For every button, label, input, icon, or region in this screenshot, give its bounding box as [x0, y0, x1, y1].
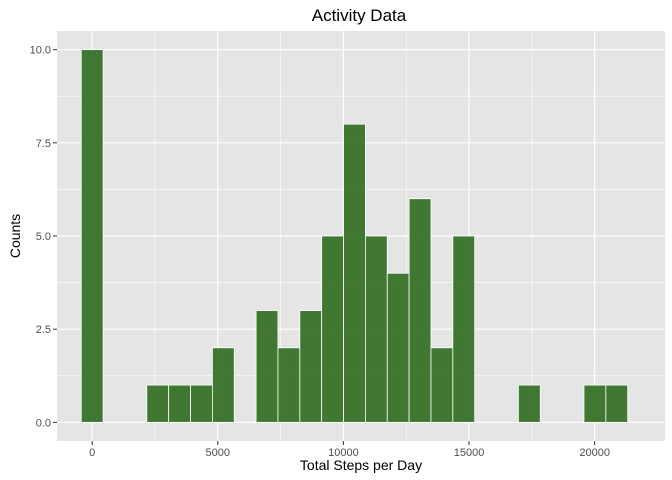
- x-axis-title: Total Steps per Day: [300, 457, 422, 473]
- histogram-bar: [299, 310, 323, 423]
- x-tick-label: 10000: [328, 447, 359, 459]
- histogram-bar: [430, 347, 454, 423]
- histogram-bar: [80, 49, 104, 423]
- histogram-bar: [583, 384, 607, 423]
- histogram-bar: [386, 272, 410, 423]
- histogram-bar: [518, 384, 541, 423]
- y-tick-label: 2.5: [36, 324, 51, 336]
- histogram-bar: [277, 347, 301, 423]
- histogram-bar: [408, 198, 432, 423]
- x-axis: 0 5000 10000 15000 20000: [89, 441, 610, 459]
- histogram-bar: [452, 235, 476, 423]
- histogram-bar: [364, 235, 388, 423]
- y-tick-label: 0.0: [36, 417, 51, 429]
- x-tick-label: 20000: [579, 447, 610, 459]
- y-tick-label: 10.0: [30, 45, 51, 57]
- x-tick-label: 15000: [454, 447, 485, 459]
- histogram-bars: [80, 49, 629, 423]
- x-tick-label: 5000: [206, 447, 230, 459]
- histogram-bar: [146, 384, 170, 423]
- histogram-bar: [211, 347, 235, 423]
- chart-title: Activity Data: [312, 6, 407, 25]
- y-tick-label: 7.5: [36, 138, 51, 150]
- histogram-bar: [255, 310, 279, 423]
- y-axis-title: Counts: [7, 214, 23, 258]
- x-tick-label: 0: [89, 447, 95, 459]
- histogram-bar: [190, 384, 213, 423]
- histogram-bar: [605, 384, 629, 423]
- y-axis: 0.0 2.5 5.0 7.5 10.0: [30, 45, 57, 429]
- histogram-bar: [321, 235, 344, 423]
- y-tick-label: 5.0: [36, 231, 51, 243]
- histogram-bar: [168, 384, 191, 423]
- histogram-bar: [343, 123, 366, 423]
